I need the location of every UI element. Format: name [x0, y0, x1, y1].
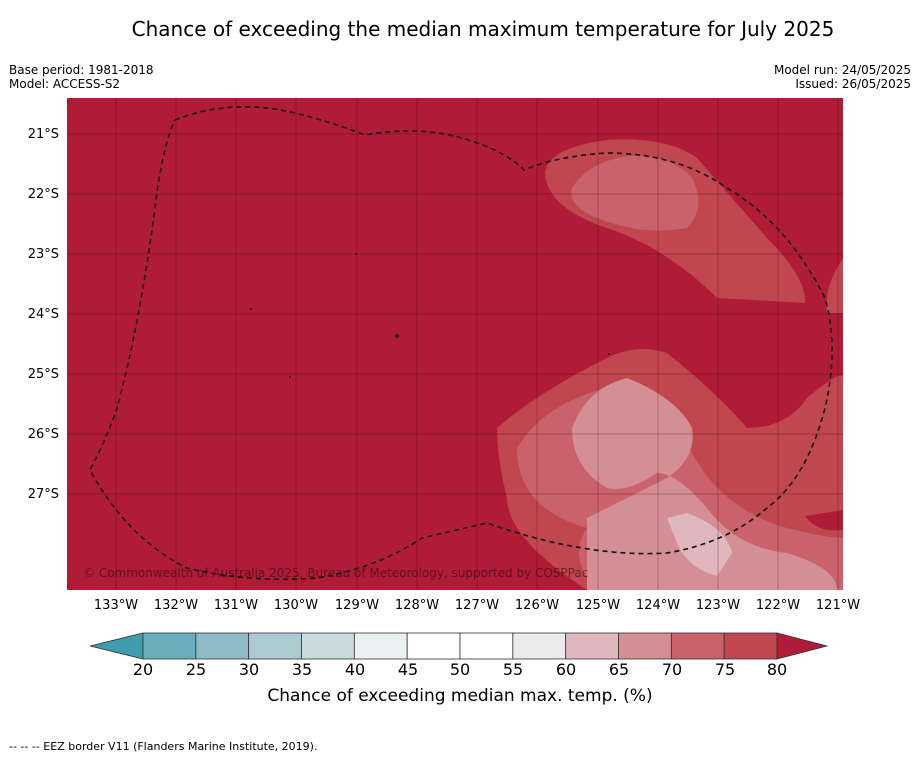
- lon-label: 122°W: [755, 598, 801, 613]
- colorbar-cell: [301, 632, 355, 660]
- map-svg: [67, 98, 843, 590]
- issued-date: Issued: 26/05/2025: [795, 77, 911, 91]
- lat-label: 27°S: [27, 487, 59, 502]
- colorbar-cell: [723, 632, 778, 660]
- colorbar: [89, 630, 830, 662]
- eez-border: [89, 106, 833, 581]
- lon-label: 124°W: [635, 598, 681, 613]
- colorbar-cell: [565, 632, 619, 660]
- colorbar-tick: 35: [291, 660, 313, 679]
- contour-65-south: [572, 378, 837, 590]
- colorbar-tick: 30: [238, 660, 260, 679]
- lon-label: 126°W: [514, 598, 560, 613]
- lon-label: 128°W: [394, 598, 440, 613]
- copyright-text: © Commonwealth of Australia 2025, Bureau…: [83, 566, 589, 580]
- lon-gridlines: [115, 98, 839, 590]
- colorbar-tick: 70: [661, 660, 683, 679]
- lat-gridlines: [67, 133, 843, 495]
- colorbar-cell: [195, 632, 250, 660]
- colorbar-svg: [89, 632, 829, 660]
- lon-label: 125°W: [575, 598, 621, 613]
- model-run: Model run: 24/05/2025: [773, 63, 911, 77]
- colorbar-tick: 75: [714, 660, 736, 679]
- colorbar-label: Chance of exceeding median max. temp. (%…: [267, 686, 653, 706]
- lon-label: 129°W: [334, 598, 380, 613]
- lat-label: 21°S: [27, 127, 59, 142]
- colorbar-cell: [142, 632, 197, 660]
- colorbar-cell: [670, 632, 725, 660]
- lat-label: 26°S: [27, 427, 59, 442]
- eez-legend-note: -- -- -- EEZ border V11 (Flanders Marine…: [9, 740, 318, 753]
- contour-75-east: [826, 258, 843, 313]
- colorbar-cell: [512, 632, 567, 660]
- lon-label: 131°W: [213, 598, 259, 613]
- colorbar-tick: 20: [132, 660, 154, 679]
- colorbar-tick: 25: [185, 660, 207, 679]
- meta-left: Base period: 1981-2018 Model: ACCESS-S2: [9, 63, 154, 91]
- colorbar-tick: 50: [449, 660, 471, 679]
- colorbar-tick: 40: [344, 660, 366, 679]
- lon-label: 121°W: [815, 598, 861, 613]
- colorbar-cell: [618, 632, 672, 660]
- lon-label: 130°W: [273, 598, 319, 613]
- meta-right: Model run: 24/05/2025 Issued: 26/05/2025: [774, 63, 911, 91]
- chart-title: Chance of exceeding the median maximum t…: [131, 17, 835, 41]
- colorbar-cell: [459, 632, 514, 660]
- contour-70-north: [571, 155, 699, 231]
- base-period: Base period: 1981-2018: [9, 63, 154, 77]
- lon-label: 132°W: [153, 598, 199, 613]
- colorbar-tick: 65: [608, 660, 630, 679]
- colorbar-cell: [353, 632, 408, 660]
- lon-label: 133°W: [93, 598, 139, 613]
- colorbar-tick: 45: [397, 660, 419, 679]
- colorbar-over-arrow: [776, 632, 829, 660]
- colorbar-tick: 60: [555, 660, 577, 679]
- islands: [250, 253, 610, 378]
- colorbar-under-arrow: [89, 632, 144, 660]
- contour-60-south: [667, 513, 732, 576]
- colorbar-cell: [248, 632, 302, 660]
- colorbar-tick: 80: [766, 660, 788, 679]
- colorbar-cell: [406, 632, 461, 660]
- lon-label: 127°W: [454, 598, 500, 613]
- colorbar-tick: 55: [502, 660, 524, 679]
- model-name: Model: ACCESS-S2: [9, 77, 121, 91]
- map-panel: [67, 98, 843, 590]
- lat-label: 25°S: [27, 367, 59, 382]
- lat-label: 24°S: [27, 307, 59, 322]
- lat-label: 22°S: [27, 187, 59, 202]
- contour-80-patch: [805, 510, 843, 531]
- lon-label: 123°W: [695, 598, 741, 613]
- lat-label: 23°S: [27, 247, 59, 262]
